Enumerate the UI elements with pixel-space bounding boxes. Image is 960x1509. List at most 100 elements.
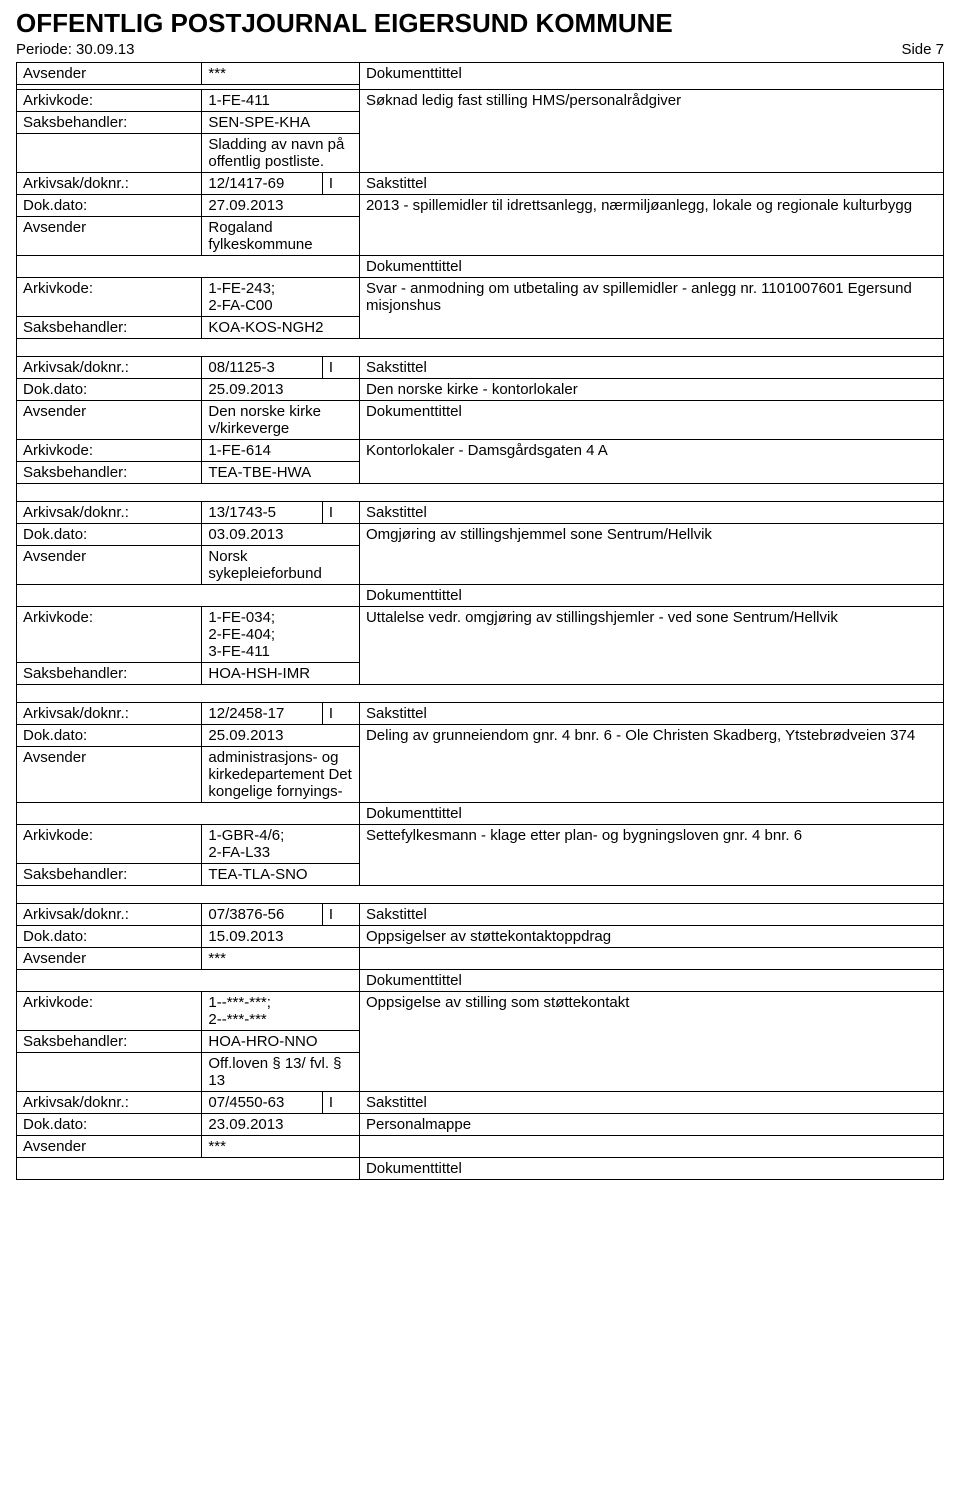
arkivkode-value: 1-FE-411 <box>202 90 360 112</box>
table-row: Dokumenttittel <box>17 585 944 607</box>
table-row: Dok.dato: 03.09.2013 Omgjøring av stilli… <box>17 524 944 546</box>
doktittel-label: Dokumenttittel <box>359 803 943 825</box>
table-row: Dokumenttittel <box>17 970 944 992</box>
sakstittel-value: Personalmappe <box>359 1114 943 1136</box>
doktittel-label: Dokumenttittel <box>359 585 943 607</box>
io-value: I <box>322 904 359 926</box>
table-row: Arkivkode: 1-FE-614 Kontorlokaler - Dams… <box>17 440 944 462</box>
avsender-value: *** <box>202 948 360 970</box>
arkivsak-label: Arkivsak/doknr.: <box>17 703 202 725</box>
sakstittel-label: Sakstittel <box>359 1092 943 1114</box>
journal-table: Avsender *** Dokumenttittel Arkivkode: 1… <box>16 62 944 1180</box>
sakstittel-value: Den norske kirke - kontorlokaler <box>359 379 943 401</box>
sakstittel-label: Sakstittel <box>359 357 943 379</box>
saksbehandler-label: Saksbehandler: <box>17 112 202 134</box>
arkivkode-value: 1-FE-614 <box>202 440 360 462</box>
dokdato-label: Dok.dato: <box>17 926 202 948</box>
table-row: Arkivkode: 1-GBR-4/6; 2-FA-L33 Settefylk… <box>17 825 944 864</box>
saksbehandler-label: Saksbehandler: <box>17 663 202 685</box>
avsender-label: Avsender <box>17 747 202 803</box>
doktittel-label: Dokumenttittel <box>359 970 943 992</box>
table-row: Dok.dato: 27.09.2013 2013 - spillemidler… <box>17 195 944 217</box>
doktittel-value: Søknad ledig fast stilling HMS/personalr… <box>359 90 943 173</box>
table-row: Avsender *** Dokumenttittel <box>17 63 944 85</box>
io-value: I <box>322 502 359 524</box>
avsender-value: Norsk sykepleieforbund <box>202 546 360 585</box>
doktittel-value: Oppsigelse av stilling som støttekontakt <box>359 992 943 1092</box>
table-row: Dokumenttittel <box>17 256 944 278</box>
dokdato-value: 15.09.2013 <box>202 926 360 948</box>
arkivsak-label: Arkivsak/doknr.: <box>17 1092 202 1114</box>
arkivkode-value: 1--***-***; 2--***-*** <box>202 992 360 1031</box>
arkivsak-label: Arkivsak/doknr.: <box>17 904 202 926</box>
table-row: Dokumenttittel <box>17 803 944 825</box>
avsender-label: Avsender <box>17 1136 202 1158</box>
spacer-row <box>17 685 944 703</box>
arkivsak-value: 13/1743-5 <box>202 502 323 524</box>
avsender-label: Avsender <box>17 401 202 440</box>
table-row: Avsender Den norske kirke v/kirkeverge D… <box>17 401 944 440</box>
table-row: Dok.dato: 15.09.2013 Oppsigelser av støt… <box>17 926 944 948</box>
spacer-row <box>17 484 944 502</box>
saksbehandler-label: Saksbehandler: <box>17 864 202 886</box>
saksbehandler-value: TEA-TBE-HWA <box>202 462 360 484</box>
arkivkode-value: 1-FE-034; 2-FE-404; 3-FE-411 <box>202 607 360 663</box>
dokdato-value: 25.09.2013 <box>202 725 360 747</box>
table-row: Arkivsak/doknr.: 12/1417-69 I Sakstittel <box>17 173 944 195</box>
io-value: I <box>322 357 359 379</box>
io-value: I <box>322 703 359 725</box>
dokdato-value: 23.09.2013 <box>202 1114 360 1136</box>
doktittel: Dokumenttittel <box>359 63 943 90</box>
saksbehandler-label: Saksbehandler: <box>17 462 202 484</box>
table-row: Avsender *** <box>17 1136 944 1158</box>
arkivsak-value: 12/2458-17 <box>202 703 323 725</box>
doktittel-label: Dokumenttittel <box>359 256 943 278</box>
doktittel-value: Uttalelse vedr. omgjøring av stillingshj… <box>359 607 943 685</box>
doktittel-label: Dokumenttittel <box>359 1158 943 1180</box>
dokdato-value: 25.09.2013 <box>202 379 360 401</box>
table-row: Arkivkode: 1-FE-034; 2-FE-404; 3-FE-411 … <box>17 607 944 663</box>
io-value: I <box>322 1092 359 1114</box>
arkivkode-label: Arkivkode: <box>17 90 202 112</box>
arkivkode-value: 1-GBR-4/6; 2-FA-L33 <box>202 825 360 864</box>
table-row: Arkivsak/doknr.: 07/4550-63 I Sakstittel <box>17 1092 944 1114</box>
arkivkode-label: Arkivkode: <box>17 992 202 1031</box>
doktittel-value: Svar - anmodning om utbetaling av spille… <box>359 278 943 339</box>
table-row: Dokumenttittel <box>17 1158 944 1180</box>
dokdato-value: 27.09.2013 <box>202 195 360 217</box>
table-row: Dok.dato: 25.09.2013 Den norske kirke - … <box>17 379 944 401</box>
saksbehandler-value: HOA-HRO-NNO <box>202 1031 360 1053</box>
arkivkode-label: Arkivkode: <box>17 278 202 317</box>
saksb-extra: Sladding av navn på offentlig postliste. <box>202 134 360 173</box>
arkivsak-label: Arkivsak/doknr.: <box>17 173 202 195</box>
doktittel-label: Dokumenttittel <box>359 401 943 440</box>
dokdato-label: Dok.dato: <box>17 195 202 217</box>
dokdato-label: Dok.dato: <box>17 725 202 747</box>
arkivkode-value: 1-FE-243; 2-FA-C00 <box>202 278 360 317</box>
dokdato-label: Dok.dato: <box>17 1114 202 1136</box>
arkivsak-value: 07/3876-56 <box>202 904 323 926</box>
avsender-label: Avsender <box>17 217 202 256</box>
arkivsak-value: 07/4550-63 <box>202 1092 323 1114</box>
table-row: Arkivkode: 1--***-***; 2--***-*** Oppsig… <box>17 992 944 1031</box>
table-row: Dok.dato: 25.09.2013 Deling av grunneien… <box>17 725 944 747</box>
table-row: Arkivsak/doknr.: 13/1743-5 I Sakstittel <box>17 502 944 524</box>
sakstittel-label: Sakstittel <box>359 173 943 195</box>
doktittel-value: Kontorlokaler - Damsgårdsgaten 4 A <box>359 440 943 484</box>
saksbehandler-label: Saksbehandler: <box>17 317 202 339</box>
saksbehandler-value: TEA-TLA-SNO <box>202 864 360 886</box>
avsender-value: *** <box>202 63 360 85</box>
dokdato-value: 03.09.2013 <box>202 524 360 546</box>
avsender-value: Den norske kirke v/kirkeverge <box>202 401 360 440</box>
arkivsak-value: 12/1417-69 <box>202 173 323 195</box>
sakstittel-label: Sakstittel <box>359 502 943 524</box>
avsender-value: administrasjons- og kirkedepartement Det… <box>202 747 360 803</box>
io-value: I <box>322 173 359 195</box>
avsender-value: Rogaland fylkeskommune <box>202 217 360 256</box>
arkivsak-label: Arkivsak/doknr.: <box>17 357 202 379</box>
table-row: Arkivkode: 1-FE-243; 2-FA-C00 Svar - anm… <box>17 278 944 317</box>
saksbehandler-label: Saksbehandler: <box>17 1031 202 1053</box>
avsender-label: Avsender <box>17 63 202 85</box>
sakstittel-value: Deling av grunneiendom gnr. 4 bnr. 6 - O… <box>359 725 943 803</box>
doktittel-value: Settefylkesmann - klage etter plan- og b… <box>359 825 943 886</box>
